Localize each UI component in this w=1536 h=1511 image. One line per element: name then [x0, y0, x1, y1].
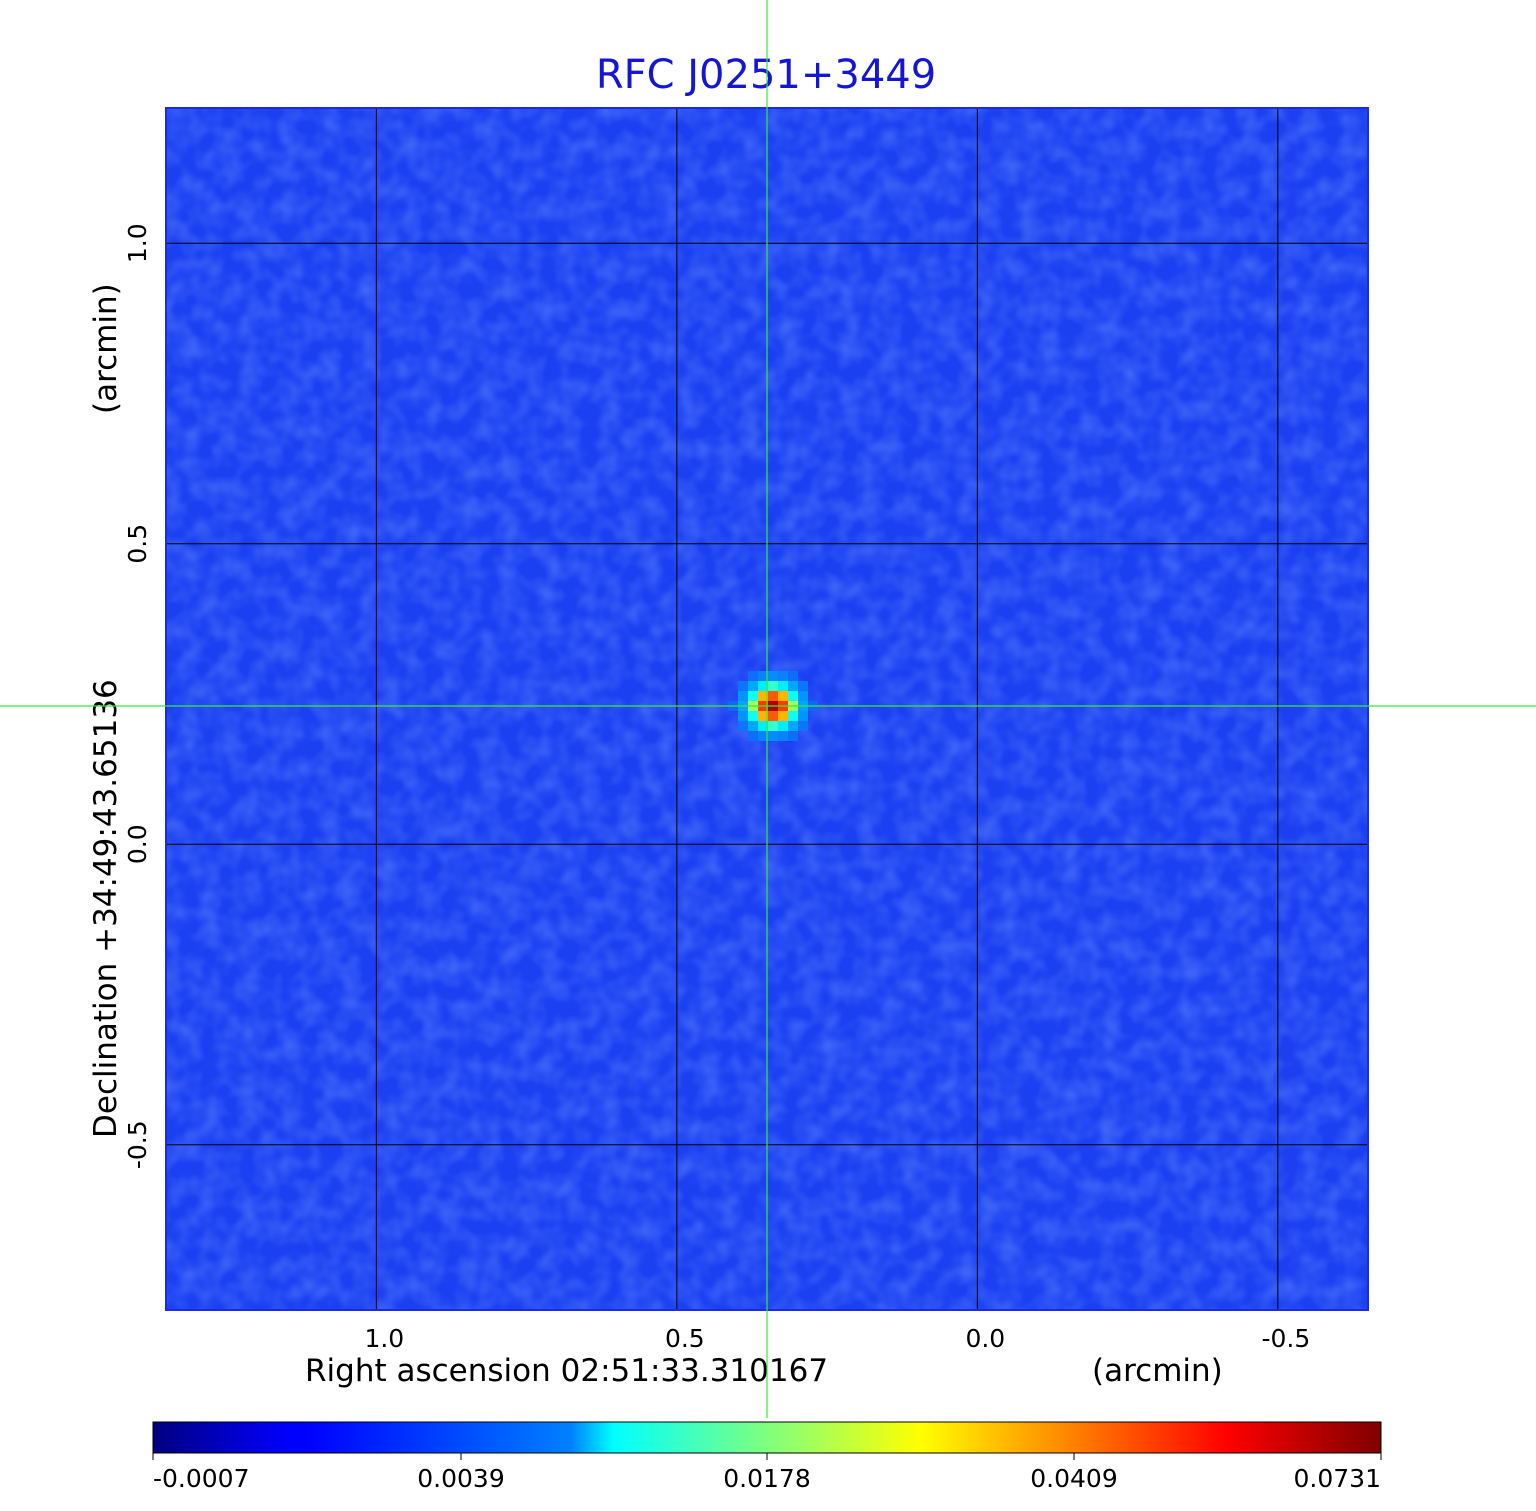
source-pixel	[778, 710, 789, 721]
source-pixel	[798, 680, 809, 691]
x-axis-unit: (arcmin)	[1092, 1353, 1223, 1389]
source-pixel	[768, 690, 779, 701]
y-tick-labels: 1.0 0.5 0.0 -0.5	[123, 223, 152, 1169]
source-pixel	[778, 670, 789, 681]
source-pixel	[738, 680, 749, 691]
x-tick-labels: 1.0 0.5 0.0 -0.5	[364, 1324, 1310, 1353]
source-pixel	[778, 680, 789, 691]
source-pixel	[798, 690, 809, 701]
colorbar: -0.0007 0.0039 0.0178 0.0409 0.0731	[152, 1421, 1382, 1493]
source-pixel	[768, 670, 779, 681]
source-pixel	[758, 690, 769, 701]
source-pixel	[748, 680, 759, 691]
source-pixel	[768, 720, 779, 731]
source-pixel	[768, 710, 779, 721]
source-pixel	[788, 720, 799, 731]
crosshair	[0, 0, 1536, 1418]
source-pixel	[788, 710, 799, 721]
colorbar-gradient	[152, 1421, 1382, 1454]
source-pixel	[758, 710, 769, 721]
x-axis-label: Right ascension 02:51:33.310167	[305, 1353, 828, 1389]
source-pixel	[758, 680, 769, 691]
x-tick-label: 0.5	[665, 1324, 705, 1353]
source-pixel	[788, 680, 799, 691]
x-tick-label: -0.5	[1261, 1324, 1310, 1353]
source-pixel	[768, 730, 779, 741]
source-pixel	[798, 710, 809, 721]
colorbar-tick-label: 0.0039	[417, 1464, 504, 1493]
source-pixel	[758, 720, 769, 731]
source-pixel	[738, 690, 749, 701]
chart-title: RFC J0251+3449	[596, 52, 936, 98]
source-pixel	[788, 730, 799, 741]
source-pixel	[748, 720, 759, 731]
source-pixel	[788, 670, 799, 681]
colorbar-tick-label: 0.0409	[1030, 1464, 1117, 1493]
source-pixel	[748, 710, 759, 721]
source-pixel	[778, 720, 789, 731]
y-tick-label: 0.0	[123, 824, 152, 864]
source-pixel	[748, 730, 759, 741]
source-pixel	[748, 670, 759, 681]
colorbar-ticks: -0.0007 0.0039 0.0178 0.0409 0.0731	[152, 1453, 1382, 1493]
x-tick-label: 1.0	[364, 1324, 404, 1353]
y-axis-label: Declination +34:49:43.65136	[88, 679, 124, 1138]
y-axis-unit: (arcmin)	[88, 283, 124, 414]
y-tick-label: 1.0	[123, 223, 152, 263]
source-pixel	[738, 710, 749, 721]
source-pixel	[758, 730, 769, 741]
source-pixel	[788, 690, 799, 701]
source-pixel	[778, 730, 789, 741]
source-pixel	[778, 690, 789, 701]
source-pixel	[798, 720, 809, 731]
colorbar-tick-label: -0.0007	[153, 1464, 250, 1493]
x-tick-label: 0.0	[965, 1324, 1005, 1353]
source-pixel	[738, 720, 749, 731]
source-pixel	[768, 680, 779, 691]
source-pixel	[758, 670, 769, 681]
colorbar-tick-label: 0.0178	[723, 1464, 810, 1493]
y-tick-label: -0.5	[123, 1120, 152, 1169]
colorbar-tick-label: 0.0731	[1294, 1464, 1381, 1493]
y-tick-label: 0.5	[123, 524, 152, 564]
source-pixel	[748, 690, 759, 701]
